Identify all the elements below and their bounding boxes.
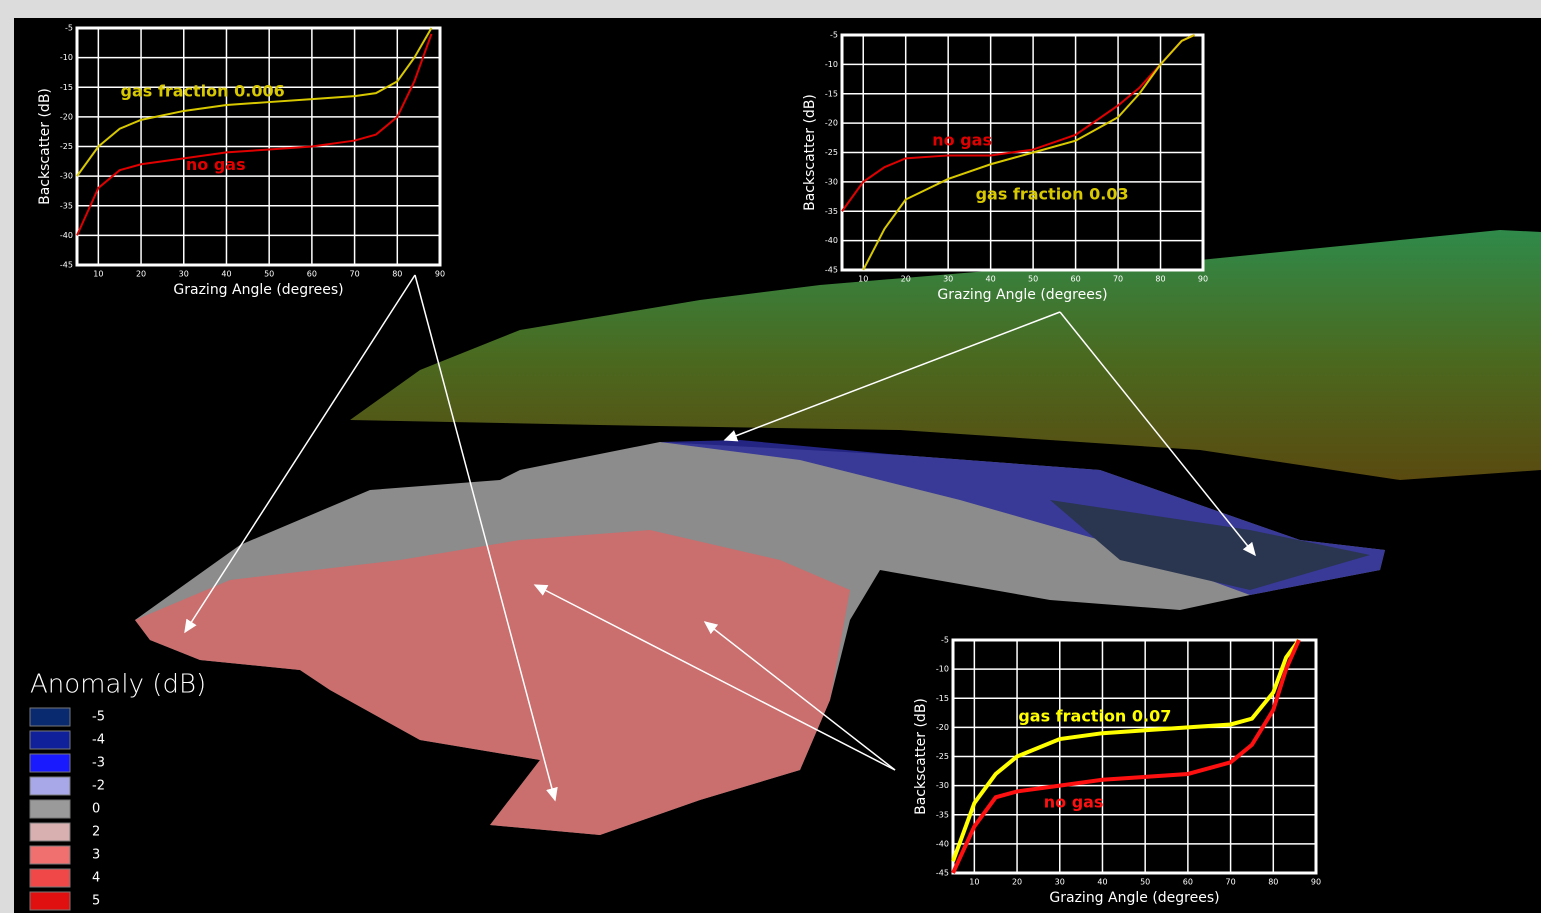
legend-swatch xyxy=(30,800,70,818)
y-tick-label: -40 xyxy=(60,231,73,240)
series-label: no gas xyxy=(1044,793,1104,812)
y-tick-label: -45 xyxy=(936,869,949,878)
x-tick-label: 50 xyxy=(1028,275,1038,284)
x-tick-label: 80 xyxy=(1155,275,1165,284)
y-tick-label: -40 xyxy=(825,236,838,245)
legend-label: 4 xyxy=(92,871,100,886)
y-tick-label: -40 xyxy=(936,839,949,848)
x-tick-label: 90 xyxy=(435,270,445,279)
legend-swatch xyxy=(30,846,70,864)
legend-label: -2 xyxy=(92,779,105,794)
y-tick-label: -25 xyxy=(936,752,949,761)
x-tick-label: 50 xyxy=(264,270,274,279)
y-tick-label: -45 xyxy=(60,261,73,270)
legend-label: -4 xyxy=(92,733,105,748)
y-tick-label: -45 xyxy=(825,266,838,275)
legend-label: 0 xyxy=(92,802,100,817)
x-tick-label: 70 xyxy=(1113,275,1123,284)
y-tick-label: -20 xyxy=(60,112,73,121)
x-tick-label: 80 xyxy=(1268,878,1278,887)
x-tick-label: 40 xyxy=(986,275,996,284)
y-tick-label: -15 xyxy=(936,694,949,703)
series-label: no gas xyxy=(186,155,246,174)
x-axis-label: Grazing Angle (degrees) xyxy=(1049,890,1219,906)
legend-label: 2 xyxy=(92,825,100,840)
x-tick-label: 10 xyxy=(858,275,868,284)
y-tick-label: -30 xyxy=(60,172,73,181)
x-tick-label: 10 xyxy=(93,270,103,279)
x-tick-label: 20 xyxy=(136,270,146,279)
x-tick-label: 70 xyxy=(1225,878,1235,887)
y-tick-label: -25 xyxy=(60,142,73,151)
x-tick-label: 40 xyxy=(1097,878,1107,887)
y-tick-label: -10 xyxy=(60,53,73,62)
legend-swatch xyxy=(30,777,70,795)
legend-swatch xyxy=(30,892,70,910)
series-label: gas fraction 0.006 xyxy=(121,81,285,100)
legend-swatch xyxy=(30,823,70,841)
y-axis-label: Backscatter (dB) xyxy=(37,88,53,205)
y-axis-label: Backscatter (dB) xyxy=(913,698,929,815)
x-tick-label: 90 xyxy=(1311,878,1321,887)
y-tick-label: -20 xyxy=(825,119,838,128)
figure: Anomaly (dB) -5-4-3-202345-5-10-15-20-25… xyxy=(0,0,1541,913)
y-tick-label: -20 xyxy=(936,723,949,732)
series-label: no gas xyxy=(932,130,992,149)
x-tick-label: 50 xyxy=(1140,878,1150,887)
y-axis-label: Backscatter (dB) xyxy=(802,94,818,211)
y-tick-label: -35 xyxy=(60,201,73,210)
y-tick-label: -10 xyxy=(825,60,838,69)
series-label: gas fraction 0.07 xyxy=(1018,706,1171,725)
x-tick-label: 60 xyxy=(1070,275,1080,284)
y-tick-label: -25 xyxy=(825,148,838,157)
x-tick-label: 70 xyxy=(349,270,359,279)
y-tick-label: -30 xyxy=(825,177,838,186)
x-tick-label: 30 xyxy=(1055,878,1065,887)
y-tick-label: -5 xyxy=(830,31,838,40)
x-tick-label: 40 xyxy=(221,270,231,279)
legend-label: -3 xyxy=(92,756,105,771)
y-tick-label: -15 xyxy=(60,83,73,92)
y-tick-label: -30 xyxy=(936,781,949,790)
legend-swatch xyxy=(30,754,70,772)
legend-label: 5 xyxy=(92,894,100,909)
x-tick-label: 60 xyxy=(1183,878,1193,887)
x-tick-label: 90 xyxy=(1198,275,1208,284)
x-tick-label: 20 xyxy=(901,275,911,284)
y-tick-label: -10 xyxy=(936,665,949,674)
x-axis-label: Grazing Angle (degrees) xyxy=(173,282,343,298)
legend-swatch xyxy=(30,731,70,749)
legend-title: Anomaly (dB) xyxy=(30,670,206,700)
x-axis-label: Grazing Angle (degrees) xyxy=(937,287,1107,303)
series-label: gas fraction 0.03 xyxy=(976,184,1129,203)
x-tick-label: 60 xyxy=(307,270,317,279)
y-tick-label: -35 xyxy=(936,810,949,819)
page: Anomaly (dB) -5-4-3-202345-5-10-15-20-25… xyxy=(0,0,1541,913)
legend-label: 3 xyxy=(92,848,100,863)
x-tick-label: 10 xyxy=(969,878,979,887)
x-tick-label: 30 xyxy=(943,275,953,284)
x-tick-label: 80 xyxy=(392,270,402,279)
legend-label: -5 xyxy=(92,710,105,725)
y-tick-label: -5 xyxy=(941,636,949,645)
legend-swatch xyxy=(30,869,70,887)
y-tick-label: -15 xyxy=(825,89,838,98)
y-tick-label: -35 xyxy=(825,207,838,216)
x-tick-label: 20 xyxy=(1012,878,1022,887)
y-tick-label: -5 xyxy=(65,24,73,33)
x-tick-label: 30 xyxy=(179,270,189,279)
legend-swatch xyxy=(30,708,70,726)
